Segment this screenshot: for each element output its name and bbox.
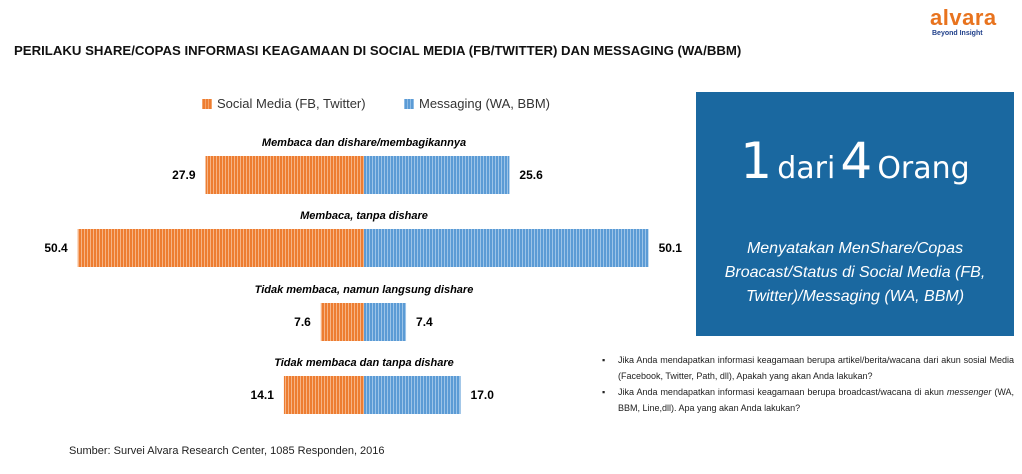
bar-social-1 bbox=[205, 156, 364, 194]
legend-swatch-messaging bbox=[404, 99, 414, 109]
bar-messaging-4 bbox=[364, 376, 461, 414]
value-label-social-4: 14.1 bbox=[251, 388, 275, 402]
value-label-social-1: 27.9 bbox=[172, 168, 196, 182]
note-text-2-prefix: Jika Anda mendapatkan informasi keagamaa… bbox=[618, 387, 944, 397]
note-text-2-suffix: (WA, BBM, Line,dll). Apa yang akan Anda … bbox=[618, 387, 1014, 413]
category-label-tidak-membaca-dan-tanpa-dishare: Tidak membaca dan tanpa dishare bbox=[274, 357, 454, 369]
callout-description: Menyatakan MenShare/Copas Broacast/Statu… bbox=[724, 240, 986, 305]
bar-messaging-1 bbox=[364, 156, 510, 194]
page-title: PERILAKU SHARE/COPAS INFORMASI KEAGAMAAN… bbox=[14, 43, 742, 58]
note-item: Jika Anda mendapatkan informasi keagamaa… bbox=[600, 352, 1014, 384]
value-label-social-3: 7.6 bbox=[294, 315, 311, 329]
callout-word-orang: Orang bbox=[877, 151, 970, 186]
value-label-messaging-2: 50.1 bbox=[659, 241, 683, 255]
legend-item-messaging: Messaging (WA, BBM) bbox=[404, 96, 550, 111]
callout-number-four: 4 bbox=[840, 132, 873, 190]
note-text-1: Jika Anda mendapatkan informasi keagamaa… bbox=[618, 355, 1014, 381]
legend-swatch-social bbox=[202, 99, 212, 109]
category-label-membaca-tanpa-dishare: Membaca, tanpa dishare bbox=[300, 210, 428, 222]
legend-label-social: Social Media (FB, Twitter) bbox=[217, 96, 366, 111]
bar-messaging-3 bbox=[364, 303, 407, 341]
callout-number-one: 1 bbox=[740, 132, 773, 190]
callout-headline: 1 dari 4 Orang bbox=[696, 132, 1014, 190]
callout-box: 1 dari 4 Orang Menyatakan MenShare/Copas… bbox=[696, 92, 1014, 336]
bar-social-3 bbox=[320, 303, 364, 341]
value-label-messaging-3: 7.4 bbox=[416, 315, 433, 329]
note-item: Jika Anda mendapatkan informasi keagamaa… bbox=[600, 384, 1014, 416]
bar-social-4 bbox=[283, 376, 364, 414]
diverging-bar-chart: Membaca dan dishare/membagikannya 27.9 25.… bbox=[44, 137, 683, 414]
source-footnote: Sumber: Survei Alvara Research Center, 1… bbox=[69, 445, 385, 457]
bar-messaging-2 bbox=[364, 229, 649, 267]
bar-social-2 bbox=[77, 229, 364, 267]
callout-word-dari: dari bbox=[777, 151, 836, 186]
logo-tagline: Beyond Insight bbox=[932, 30, 983, 37]
note-text-2-emphasis: messenger bbox=[946, 387, 992, 397]
legend-label-messaging: Messaging (WA, BBM) bbox=[419, 96, 550, 111]
legend-item-social: Social Media (FB, Twitter) bbox=[202, 96, 366, 111]
value-label-messaging-4: 17.0 bbox=[471, 388, 495, 402]
alvara-logo: alvara Beyond Insight bbox=[930, 5, 1010, 41]
survey-notes: Jika Anda mendapatkan informasi keagamaa… bbox=[600, 352, 1014, 416]
value-label-messaging-1: 25.6 bbox=[519, 168, 543, 182]
category-label-membaca-dan-dishare-membagikannya: Membaca dan dishare/membagikannya bbox=[262, 137, 466, 149]
value-label-social-2: 50.4 bbox=[44, 241, 68, 255]
category-label-tidak-membaca-namun-langsung-dishare: Tidak membaca, namun langsung dishare bbox=[255, 284, 474, 296]
logo-wordmark: alvara bbox=[930, 5, 997, 30]
